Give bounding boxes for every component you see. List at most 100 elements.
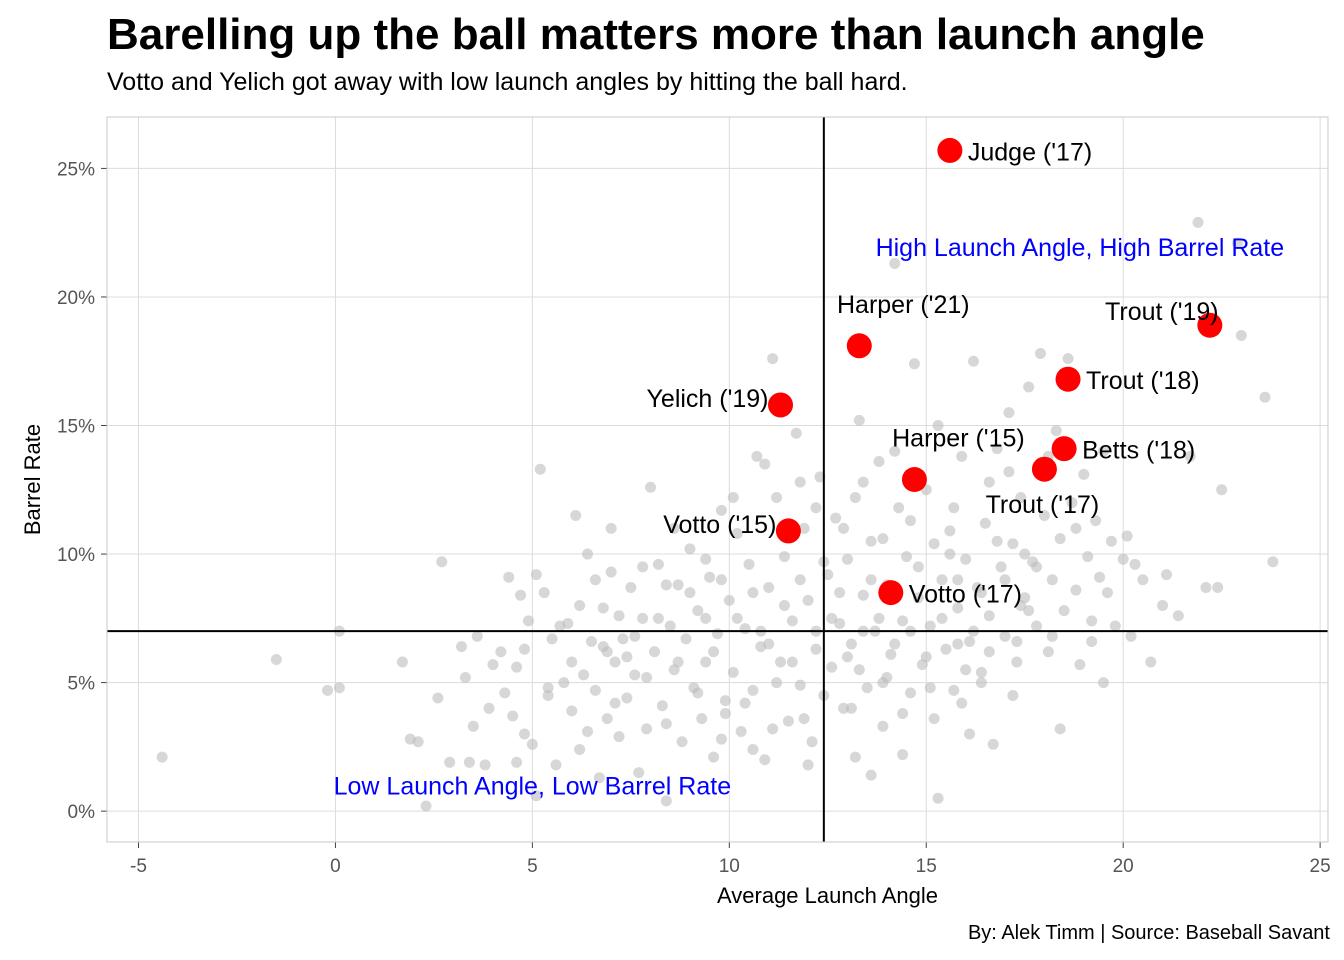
background-point [558,677,570,689]
background-point [731,612,743,624]
background-point [979,517,991,529]
highlighted-point [775,518,801,544]
x-tick-label: 0 [330,856,341,877]
background-point [1003,407,1015,419]
background-point [589,574,601,586]
background-point [743,558,755,570]
background-point [519,643,531,655]
background-point [511,661,523,673]
background-point [1023,605,1035,617]
background-point [767,723,779,735]
background-point [798,522,810,534]
background-point [826,661,838,673]
highlighted-point [901,467,927,492]
background-point [1097,677,1109,689]
background-point [519,728,531,740]
background-point [849,491,861,503]
background-point [999,630,1011,642]
y-tick-label: 10% [57,545,95,566]
background-point [696,713,708,725]
background-point [515,589,527,601]
background-point [1235,330,1247,342]
background-point [1184,450,1196,462]
background-point [715,574,727,586]
background-point [593,772,605,784]
background-point [735,725,747,737]
background-point [1216,484,1228,496]
background-point [853,664,865,676]
background-point [1034,348,1046,360]
background-point [585,635,597,647]
background-point [444,756,456,768]
background-point [1062,353,1074,365]
background-point [574,743,586,755]
background-point [652,612,664,624]
background-point [613,610,625,622]
background-point [633,767,645,779]
background-point [775,656,787,668]
background-point [459,671,471,683]
background-point [1117,553,1129,565]
background-point [566,705,578,717]
background-point [542,682,554,694]
background-point [802,594,814,606]
background-point [420,800,432,812]
background-point [333,682,345,694]
background-point [432,692,444,704]
background-point [1259,391,1271,403]
background-point [731,527,743,539]
background-point [747,587,759,599]
background-point [975,666,987,678]
background-point [885,648,897,660]
highlighted-point [768,392,794,418]
background-point [877,533,889,545]
background-point [838,702,850,714]
background-point [641,723,653,735]
background-point [645,481,657,493]
background-point [601,713,613,725]
background-point [530,790,542,802]
y-tick-label: 15% [57,417,95,438]
quadrant-label: Low Launch Angle, Low Barrel Rate [334,773,731,801]
background-point [672,579,684,591]
x-tick-label: 5 [527,856,538,877]
background-point [621,692,633,704]
y-tick-label: 5% [68,674,96,695]
background-point [782,715,794,727]
background-point [1082,551,1094,563]
point-label: Votto ('17) [909,581,1022,609]
background-point [975,677,987,689]
background-point [625,581,637,593]
background-point [1105,535,1117,547]
background-point [1231,237,1243,249]
background-point [1212,581,1224,593]
background-point [790,427,802,439]
background-point [605,566,617,578]
background-point [727,491,739,503]
background-point [810,643,822,655]
background-point [629,669,641,681]
background-point [1066,497,1078,509]
background-point [715,504,727,516]
axes: -5 0 5 10 15 20 25 0% 5% 10% 15% 20% 25% Average Laun… [20,159,1331,908]
background-point [747,684,759,696]
background-point [865,574,877,586]
background-point [940,643,952,655]
background-point [877,720,889,732]
background-point [522,615,534,627]
background-point [542,689,554,701]
background-point [908,358,920,370]
background-point [503,571,515,583]
background-point [538,587,550,599]
background-point [944,525,956,537]
background-point [641,671,653,683]
background-point [889,638,901,650]
background-point [700,612,712,624]
background-point [570,509,582,521]
background-point [991,443,1003,455]
background-point [1121,530,1133,542]
background-point [853,414,865,426]
background-point [712,628,723,640]
background-point [861,682,873,694]
